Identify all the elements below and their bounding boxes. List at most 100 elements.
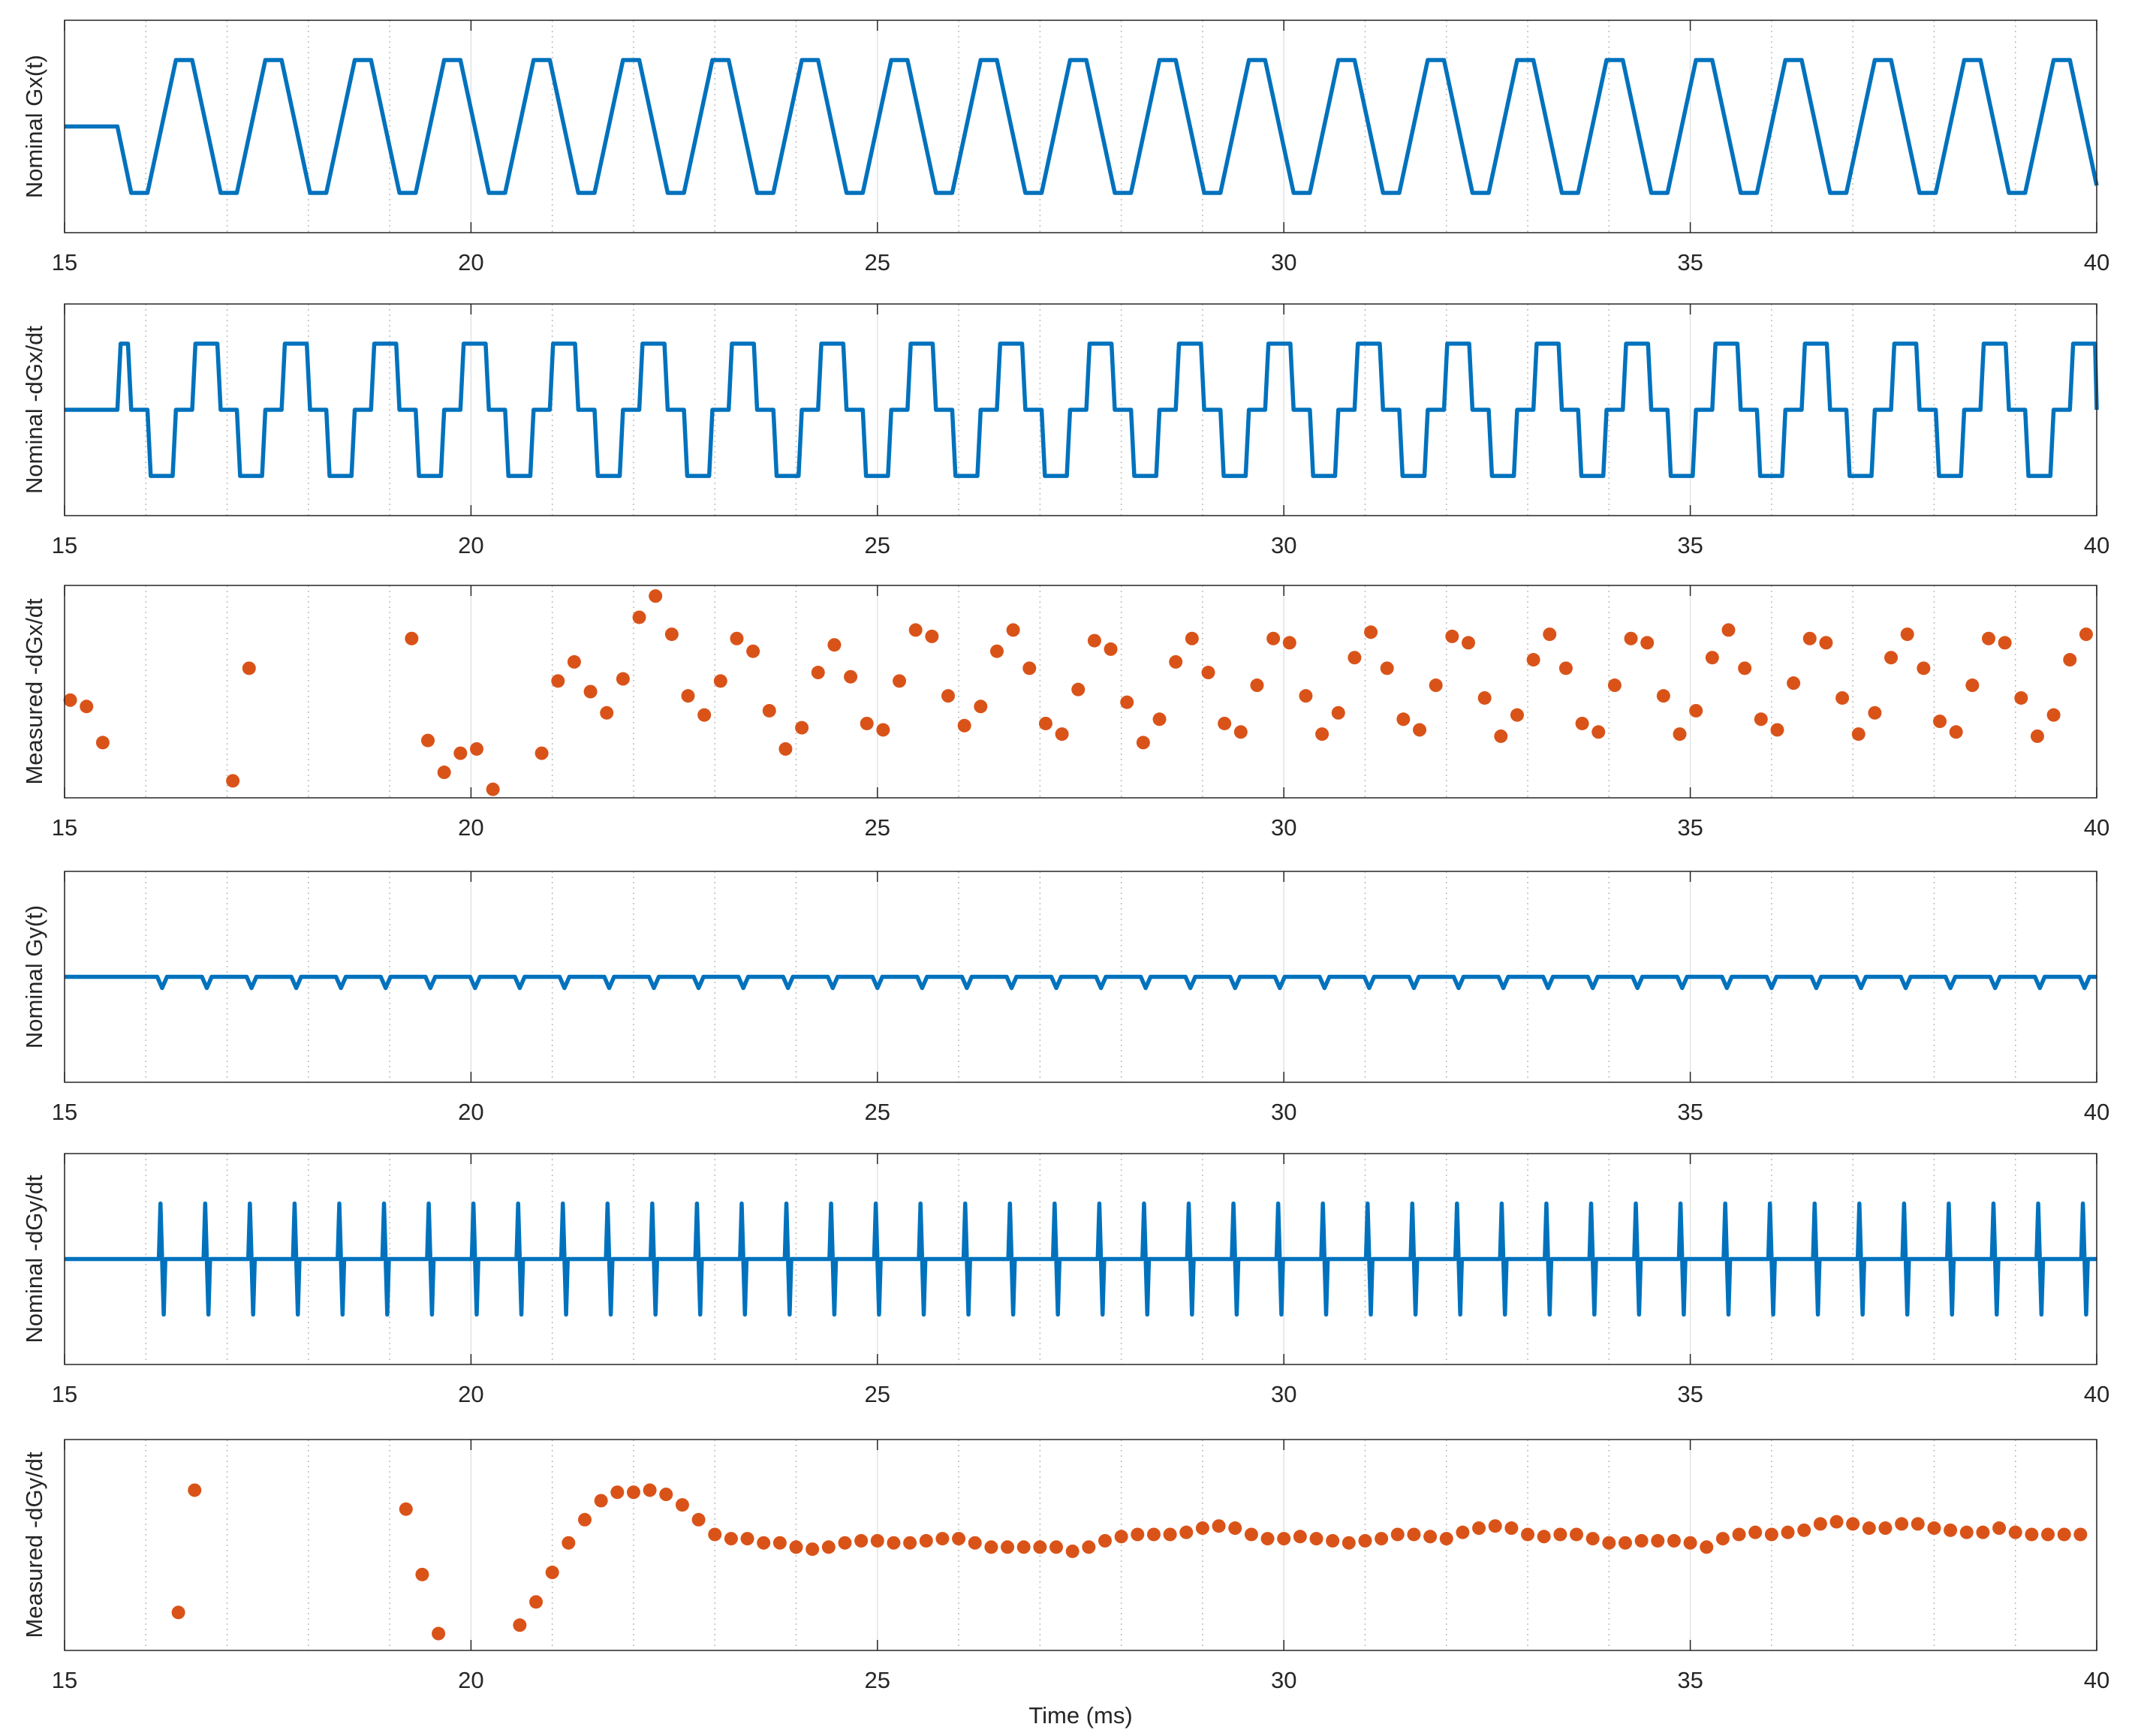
point: [399, 1502, 413, 1516]
point: [1884, 651, 1899, 665]
plot-frame: [64, 1153, 2097, 1365]
plot-background: [65, 20, 2097, 233]
point: [1602, 1536, 1616, 1550]
x-tick-label: 35: [1677, 532, 1703, 558]
point: [659, 1488, 673, 1502]
point: [908, 623, 923, 637]
point: [1543, 627, 1557, 642]
x-tick-label: 25: [865, 532, 890, 558]
point: [1683, 1536, 1697, 1550]
point: [1998, 636, 2012, 650]
point: [876, 723, 890, 737]
point: [1461, 636, 1475, 650]
point: [821, 1540, 836, 1554]
point: [1169, 654, 1183, 669]
x-tick-label: 35: [1677, 249, 1703, 275]
point: [844, 669, 858, 684]
x-tick-label: 25: [865, 1099, 890, 1125]
x-tick-label: 40: [2084, 532, 2109, 558]
point: [1022, 661, 1037, 675]
point: [453, 746, 468, 760]
x-tick-label: 15: [52, 814, 77, 841]
point: [437, 766, 451, 780]
line: [65, 1201, 2097, 1317]
point: [1868, 706, 1882, 720]
point: [1407, 1527, 1421, 1542]
point: [1293, 1530, 1307, 1544]
point: [1006, 623, 1020, 637]
x-tick-label: 25: [865, 814, 890, 841]
point: [708, 1527, 722, 1542]
point: [2030, 729, 2044, 743]
x-tick-label: 40: [2084, 814, 2109, 841]
point: [1944, 1523, 1958, 1537]
point: [171, 1605, 185, 1620]
point: [616, 672, 630, 686]
point: [1700, 1540, 1714, 1554]
point: [1494, 729, 1508, 743]
point: [1282, 636, 1296, 650]
y-axis-label: Nominal -dGx/dt: [21, 326, 47, 494]
point: [1754, 712, 1768, 727]
point: [1087, 633, 1101, 648]
point: [1250, 678, 1264, 693]
point: [1715, 1532, 1730, 1546]
point: [1423, 1530, 1438, 1544]
point: [1146, 1527, 1161, 1542]
y-axis-label: Nominal Gx(t): [21, 55, 47, 198]
point: [1348, 651, 1362, 665]
point: [1055, 727, 1069, 742]
point: [795, 721, 809, 735]
point: [1082, 1540, 1096, 1554]
line: [65, 341, 2099, 478]
point: [1472, 1521, 1486, 1536]
point: [968, 1536, 982, 1550]
subplot: 15 20 25 30 35 40 Nominal -dGx/dt: [21, 303, 2109, 558]
point: [762, 703, 776, 718]
point: [789, 1540, 803, 1554]
point: [1992, 1521, 2007, 1536]
point: [1228, 1521, 1242, 1536]
point: [1787, 676, 1801, 690]
point: [1488, 1519, 1502, 1533]
point: [577, 1512, 592, 1527]
point: [724, 1532, 738, 1546]
point: [1829, 1515, 1844, 1529]
point: [952, 1532, 966, 1546]
point: [80, 700, 94, 714]
x-tick-label: 20: [458, 814, 483, 841]
point: [1917, 661, 1931, 675]
point: [1878, 1521, 1893, 1536]
point: [1477, 690, 1492, 705]
point: [1558, 661, 1573, 675]
point: [649, 589, 663, 603]
point: [1429, 678, 1443, 693]
point: [1179, 1525, 1194, 1539]
point: [1396, 712, 1411, 727]
point: [1510, 708, 1524, 722]
point: [632, 610, 646, 624]
x-tick-label: 35: [1677, 814, 1703, 841]
point: [1949, 725, 1963, 739]
point: [1358, 1533, 1372, 1548]
point: [1163, 1527, 1177, 1542]
point: [600, 706, 614, 720]
point: [1624, 631, 1638, 645]
point: [1136, 736, 1150, 750]
point: [95, 736, 110, 750]
point: [1244, 1527, 1258, 1542]
point: [1260, 1532, 1275, 1546]
point: [2008, 1525, 2022, 1539]
point: [469, 742, 483, 756]
point: [925, 629, 939, 643]
point: [1364, 625, 1378, 639]
point: [1315, 727, 1329, 742]
point: [242, 661, 256, 675]
x-tick-label: 25: [865, 1667, 890, 1693]
point: [1504, 1521, 1519, 1536]
point: [919, 1533, 933, 1548]
subplot: 15 20 25 30 35 40 Nominal Gy(t): [21, 871, 2109, 1125]
point: [1846, 1517, 1860, 1531]
point: [757, 1536, 771, 1550]
x-tick-label: 30: [1271, 532, 1296, 558]
